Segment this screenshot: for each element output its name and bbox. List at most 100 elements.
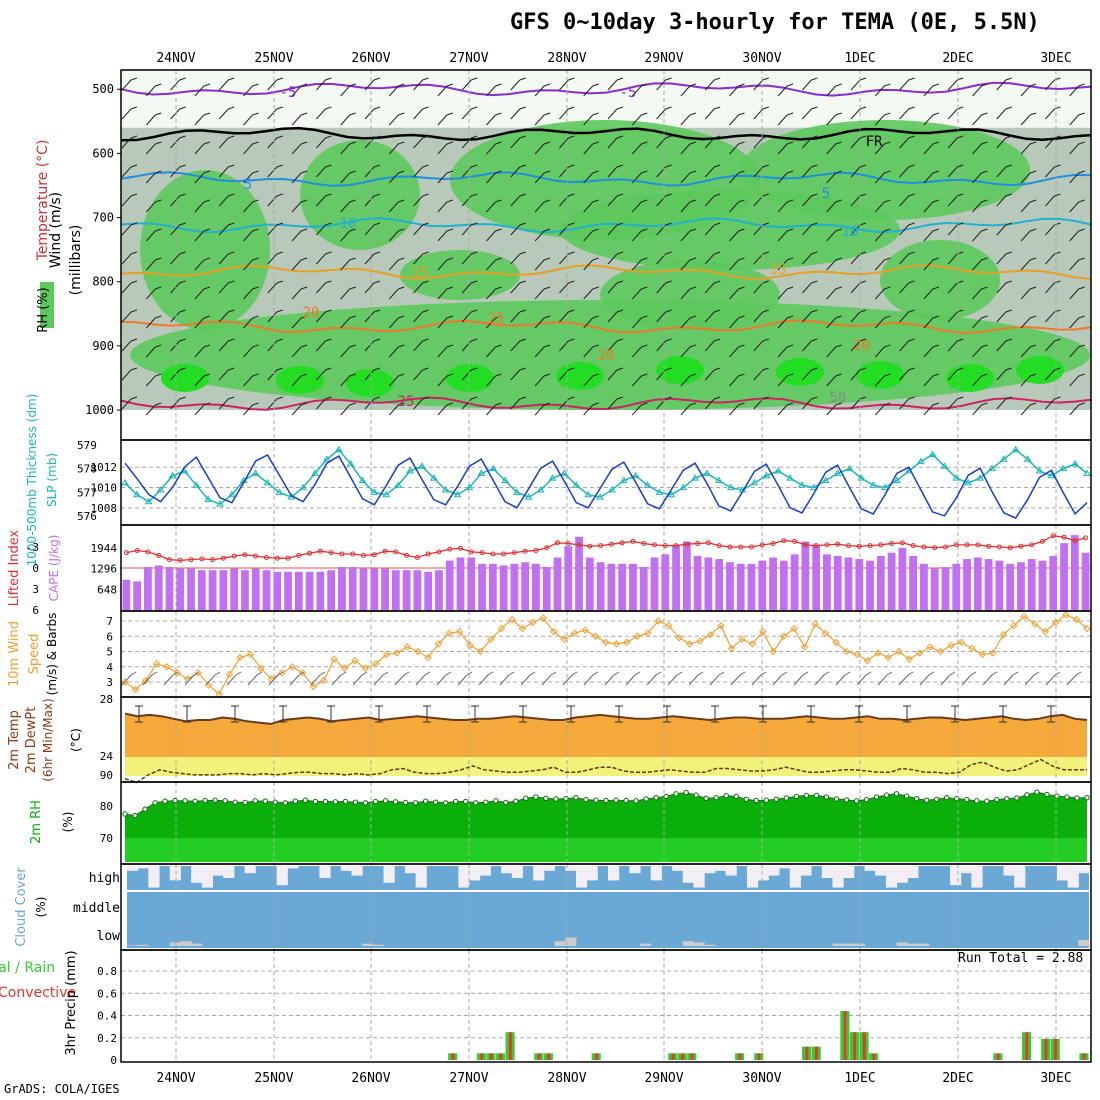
cape-bar	[209, 570, 217, 610]
rh2m-point	[764, 798, 768, 802]
rh2m-point	[754, 798, 758, 802]
precip-convective-bar	[1025, 1032, 1028, 1060]
rh2m-point	[323, 799, 327, 803]
rh2m-point	[1025, 793, 1029, 797]
rh-blob	[740, 120, 1030, 220]
cape-bar	[952, 564, 960, 610]
wind10m-axis-title: 10m Wind	[7, 621, 22, 687]
cape-bar	[737, 564, 745, 610]
cape-bar	[543, 567, 551, 610]
rh2m-point	[975, 799, 979, 803]
cape-bar	[273, 572, 281, 610]
rh2m-point	[233, 800, 237, 804]
precip-convective-bar	[490, 1053, 493, 1060]
cloud-level-label: middle	[73, 901, 120, 916]
rh2m-point	[995, 797, 999, 801]
rh2m-point	[794, 794, 798, 798]
rh-core	[856, 361, 904, 389]
rh2m-point	[654, 795, 658, 799]
low-cloud-gap	[854, 944, 865, 946]
lifted-axis-title: Lifted Index	[7, 529, 22, 606]
surface-wind-barb	[227, 672, 241, 685]
precip-convective-bar	[499, 1053, 502, 1060]
lifted-index-line	[126, 536, 1085, 561]
cloud-unit-title: (%)	[34, 897, 48, 918]
rh2m-point	[474, 801, 478, 805]
cape-bar	[564, 546, 572, 610]
bottom-date-label: 25NOV	[254, 1071, 293, 1086]
rh-core	[946, 364, 994, 392]
temp-tick-label: 24	[100, 750, 114, 763]
cape-bar	[802, 542, 810, 610]
rh2m-point	[1085, 795, 1089, 799]
rh2m-point	[494, 799, 498, 803]
cape-bar	[586, 557, 594, 610]
rh2m-point	[403, 800, 407, 804]
cape-bar	[974, 557, 982, 610]
surface-wind-barb	[752, 672, 766, 685]
rh2m-point	[273, 800, 277, 804]
high-cloud-gap	[865, 866, 876, 871]
high-cloud-gap	[971, 866, 982, 888]
cape-bar	[694, 556, 702, 610]
below-surface	[121, 410, 1091, 440]
surface-wind-barb	[521, 672, 535, 685]
cape-bar	[446, 561, 454, 610]
slp-tick-label: 1012	[91, 461, 118, 474]
pressure-tick-label: 900	[92, 339, 114, 353]
rh2m-point	[133, 813, 137, 817]
rh2m-point	[1005, 796, 1009, 800]
surface-wind-barb	[920, 672, 934, 685]
cape-bar	[457, 557, 465, 610]
rh2m-point	[724, 794, 728, 798]
cape-bar	[263, 570, 271, 610]
rh2m-point	[433, 800, 437, 804]
low-cloud-gap	[127, 945, 138, 946]
high-cloud-gap	[694, 866, 705, 888]
rh2m-point	[163, 799, 167, 803]
rh2m-point	[443, 801, 447, 805]
rh2m-point	[554, 797, 558, 801]
precip-convective-bar	[691, 1053, 694, 1060]
rh2m-point	[524, 796, 528, 800]
surface-wind-barb	[1046, 672, 1060, 685]
rh2m-point	[544, 796, 548, 800]
high-cloud-gap	[1003, 866, 1014, 876]
cape-lifted-panel: -303664812961944	[26, 525, 1091, 617]
temp-area	[125, 714, 1087, 757]
high-cloud-gap	[341, 866, 352, 871]
precip-convective-bar	[853, 1032, 856, 1060]
high-cloud-gap	[512, 866, 523, 878]
cape-bar	[252, 569, 260, 610]
high-cloud-gap	[779, 866, 790, 868]
rh2m-unit-title: (%)	[61, 812, 75, 833]
cape-bar	[618, 564, 626, 610]
high-cloud-gap	[715, 866, 726, 871]
rh2m-axis-title: 2m RH	[29, 800, 44, 844]
contour-label: 15	[770, 262, 787, 278]
cape-bar	[306, 572, 314, 610]
cape-bar	[521, 562, 529, 610]
wind10m-panel: 34567	[106, 611, 1091, 697]
lifted-tick-label: 3	[32, 583, 39, 596]
rh2m-point	[564, 796, 568, 800]
high-cloud-gap	[758, 866, 769, 880]
low-cloud-gap	[191, 944, 202, 946]
cape-bar	[176, 569, 184, 610]
rh2m-point	[343, 799, 347, 803]
high-cloud-gap	[950, 866, 961, 885]
cape-tick-label: 1944	[91, 542, 118, 555]
cape-bar	[198, 570, 206, 610]
cape-axis-title: CAPE (J/kg)	[47, 535, 61, 602]
high-cloud-gap	[469, 866, 480, 880]
high-cloud-gap	[897, 866, 908, 883]
top-date-label: 1DEC	[844, 51, 875, 66]
contour-label: 10	[340, 216, 357, 232]
cloud-level-label: low	[97, 929, 121, 944]
surface-wind-barb	[668, 672, 682, 685]
cape-bar	[166, 567, 174, 610]
cape-bar	[715, 559, 723, 610]
precip-convective-bar	[480, 1053, 483, 1060]
surface-wind-barb	[878, 672, 892, 685]
bottom-date-label: 29NOV	[644, 1071, 683, 1086]
